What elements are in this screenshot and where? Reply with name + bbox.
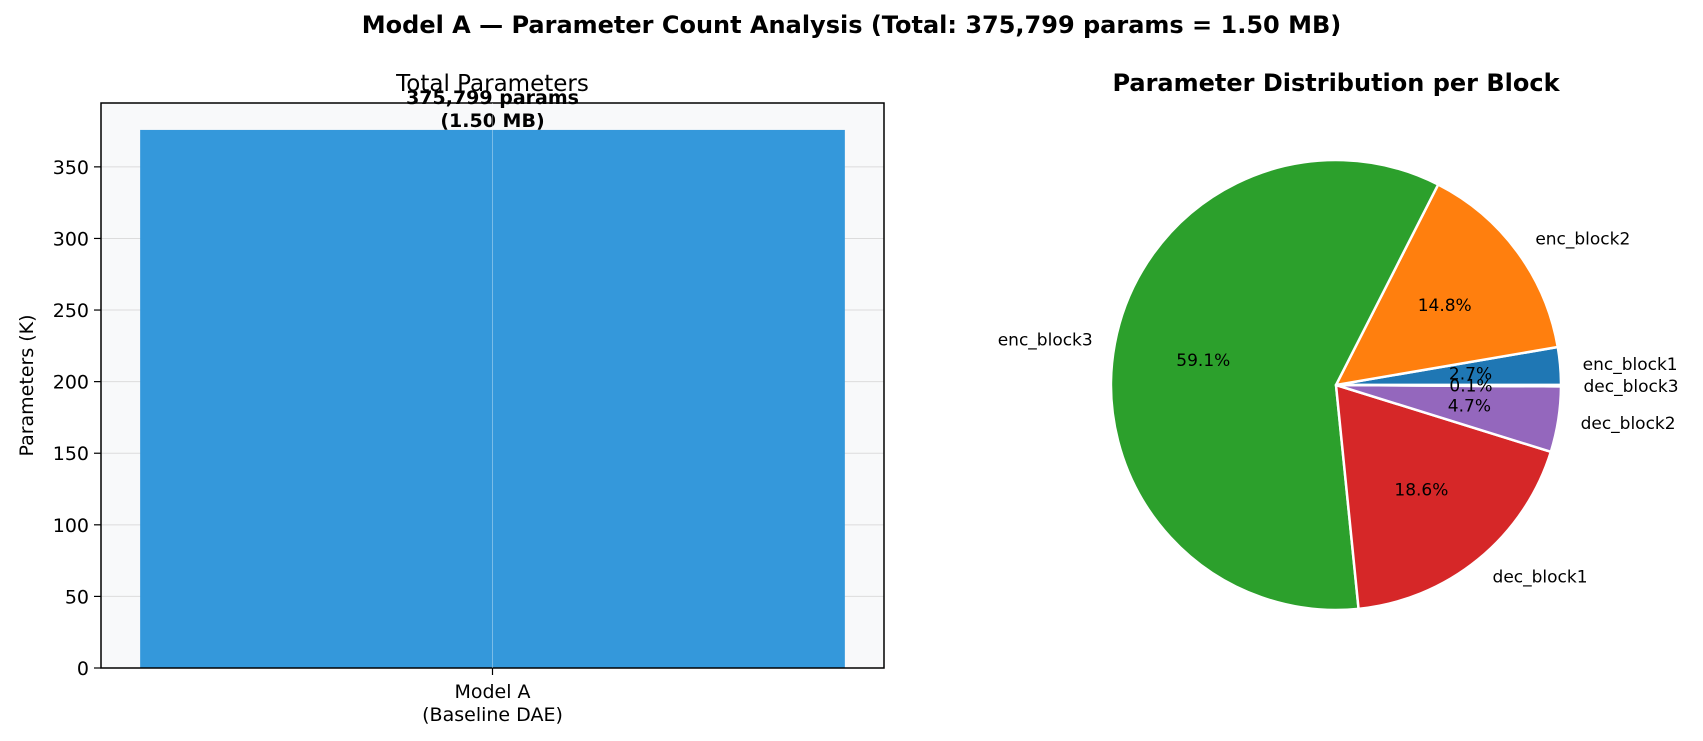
bar-marks <box>140 129 845 669</box>
pie-chart: Parameter Distribution per Block enc_blo… <box>998 69 1679 612</box>
pie-slice-percent: 2.7% <box>1449 365 1492 385</box>
pie-labels: enc_block1 2.7% enc_block2 14.8% enc_block3 5… <box>998 229 1679 587</box>
pie-slice-dec-block1 <box>1334 383 1553 611</box>
pie-slice-label: dec_block2 <box>1581 414 1676 434</box>
figure-suptitle: Model A — Parameter Count Analysis (Tota… <box>362 11 1341 39</box>
pie-slice-label: enc_block2 <box>1535 229 1630 249</box>
bar-y-tick-label: 200 <box>53 372 89 394</box>
bar-y-tick-label: 100 <box>53 515 89 537</box>
bar-y-axis-label: Parameters (K) <box>16 314 38 456</box>
bar-chart: 0 50 100 150 200 250 300 350 Model A (Baseline D… <box>16 71 885 726</box>
bar-y-ticks: 0 50 100 150 200 250 300 350 <box>53 157 101 680</box>
pie-slice-percent: 0.1% <box>1449 376 1492 396</box>
pie-slice-percent: 4.7% <box>1448 397 1491 417</box>
pie-slice-percent: 59.1% <box>1176 351 1230 371</box>
bar-y-tick-label: 300 <box>53 228 89 250</box>
pie-slice-label: enc_block3 <box>998 330 1093 350</box>
pie-slice-label: dec_block3 <box>1583 377 1678 397</box>
pie-slice-dec-block3 <box>1334 383 1563 388</box>
bar-y-tick-label: 250 <box>53 300 89 322</box>
bar-x-ticks: Model A (Baseline DAE) <box>422 668 563 726</box>
pie-slices <box>1109 158 1563 612</box>
bar-y-tick-label: 50 <box>65 586 89 608</box>
pie-chart-title: Parameter Distribution per Block <box>1112 69 1560 97</box>
bar <box>140 129 845 669</box>
bar-value-label-line1: 375,799 params <box>406 87 579 109</box>
pie-slice-enc-block2 <box>1334 183 1560 387</box>
pie-slice-enc-block3 <box>1109 158 1440 612</box>
bar-y-tick-label: 350 <box>53 157 89 179</box>
bar-y-tick-label: 0 <box>77 658 89 680</box>
pie-slice-label: enc_block1 <box>1583 355 1678 375</box>
bar-y-tick-label: 150 <box>53 443 89 465</box>
pie-slice-percent: 14.8% <box>1418 296 1472 316</box>
pie-slice-label: dec_block1 <box>1493 568 1588 588</box>
bar-value-label-line2: (1.50 MB) <box>440 110 544 132</box>
bar-chart-title: Total Parameters <box>395 71 589 97</box>
pie-slice-percent: 18.6% <box>1394 481 1448 501</box>
bar-x-tick-label: Model A (Baseline DAE) <box>422 681 563 726</box>
